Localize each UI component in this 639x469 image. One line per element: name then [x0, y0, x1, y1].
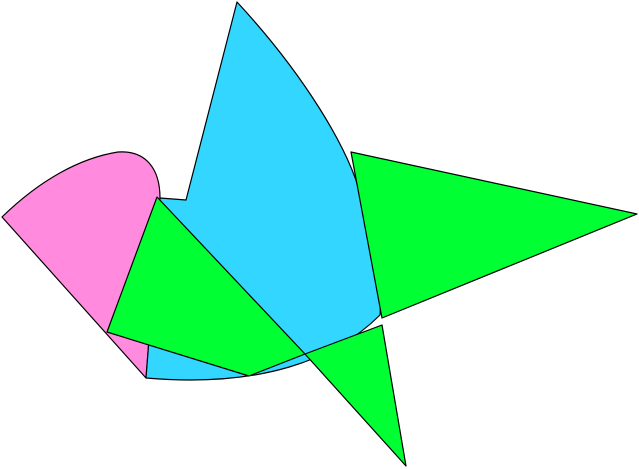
green-triangle-left: [106, 196, 306, 377]
green-triangle-right: [350, 151, 638, 319]
green-triangle-bottom: [304, 324, 407, 467]
